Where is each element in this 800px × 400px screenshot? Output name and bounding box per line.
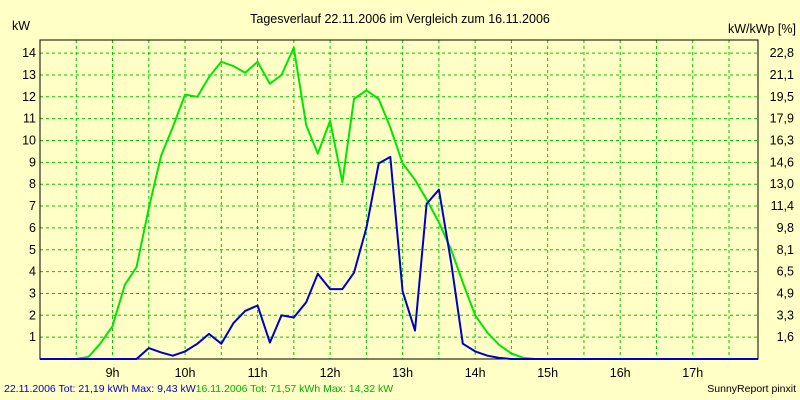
y-tick-label-right: 14,6: [770, 155, 794, 169]
y-tick-label-left: 1: [29, 330, 36, 344]
y-tick-label-left: 10: [22, 134, 36, 148]
y-tick-label-left: 13: [22, 68, 36, 82]
y-axis-label-left: kW: [12, 19, 30, 33]
y-tick-label-right: 3,3: [777, 308, 794, 322]
y-tick-label-left: 4: [29, 265, 36, 279]
y-tick-label-right: 16,3: [770, 134, 794, 148]
series-line-2: [40, 46, 758, 360]
y-tick-label-right: 21,1: [770, 68, 794, 82]
y-tick-label-left: 12: [22, 90, 36, 104]
y-tick-label-right: 22,8: [770, 46, 794, 60]
y-tick-label-right: 9,8: [777, 221, 794, 235]
y-tick-label-right: 4,9: [777, 286, 794, 300]
y-tick-label-right: 1,6: [777, 330, 794, 344]
legend: 22.11.2006 Tot: 21,19 kWh Max: 9,43 kW16…: [4, 383, 393, 395]
y-tick-label-right: 13,0: [770, 177, 794, 191]
y-tick-label-left: 11: [23, 112, 36, 126]
x-tick-label: 16h: [610, 366, 631, 380]
legend-series-2: 16.11.2006 Tot: 71,57 kWh Max: 14,32 kW: [195, 383, 394, 395]
grid: [40, 40, 758, 359]
y-tick-label-left: 7: [29, 199, 36, 213]
x-tick-label: 17h: [682, 366, 703, 380]
y-tick-label-left: 9: [29, 155, 36, 169]
x-tick-label: 9h: [106, 366, 120, 380]
x-tick-label: 14h: [465, 366, 486, 380]
plot-area: [39, 39, 759, 360]
x-tick-label: 10h: [175, 366, 196, 380]
x-tick-label: 12h: [320, 366, 341, 380]
series-line-1: [40, 155, 758, 360]
y-tick-label-right: 17,9: [770, 112, 794, 126]
x-tick-label: 13h: [392, 366, 413, 380]
x-ticks: 9h 10h 11h 12h 13h 14h 15h 16h 17h: [106, 366, 704, 380]
y-tick-label-left: 8: [29, 177, 36, 191]
y-tick-label-left: 14: [22, 46, 36, 60]
y-axis-label-right: kW/kWp [%]: [728, 22, 796, 36]
y-tick-label-right: 8,1: [777, 243, 794, 257]
y-ticks-right: 1,6 3,3 4,9 6,5 8,1 9,8 11,4 13,0 14,6 16,3 17,9 19…: [770, 46, 794, 344]
legend-series-1: 22.11.2006 Tot: 21,19 kWh Max: 9,43 kW: [4, 383, 196, 395]
y-tick-label-right: 11,4: [771, 199, 794, 213]
chart-title: Tagesverlauf 22.11.2006 im Vergleich zum…: [250, 12, 550, 26]
x-tick-label: 15h: [537, 366, 558, 380]
series-lines: [40, 46, 758, 360]
y-tick-label-left: 5: [29, 243, 36, 257]
y-tick-label-left: 3: [29, 286, 36, 300]
y-tick-label-right: 19,5: [770, 90, 794, 104]
y-tick-label-left: 6: [29, 221, 36, 235]
credit: SunnyReport pinxit: [707, 383, 796, 395]
y-tick-label-right: 6,5: [777, 265, 794, 279]
y-tick-label-left: 2: [29, 308, 36, 322]
x-tick-label: 11h: [248, 366, 268, 380]
